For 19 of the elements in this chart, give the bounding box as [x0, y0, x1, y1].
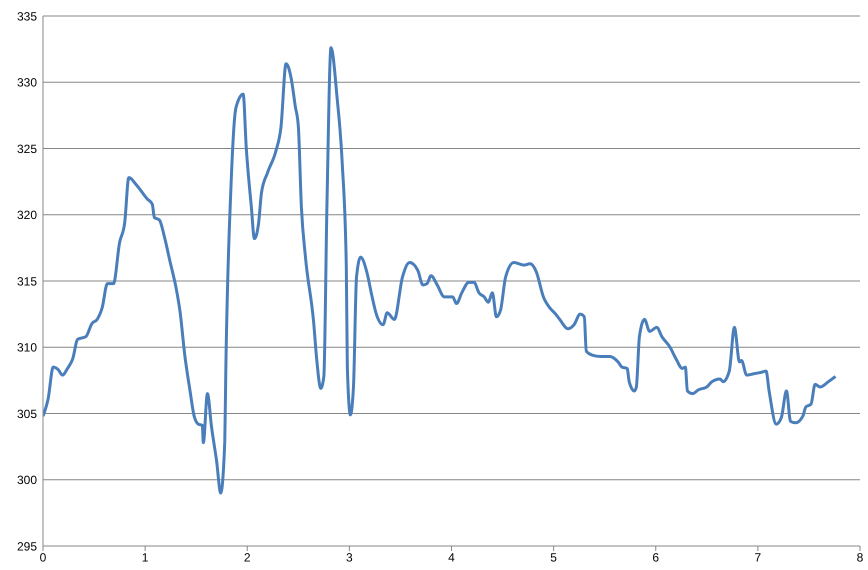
x-tick-label: 0: [40, 550, 47, 565]
x-tick-label: 7: [754, 550, 762, 565]
y-tick-label: 330: [16, 76, 38, 90]
y-tick-label: 320: [16, 208, 38, 222]
y-tick-label: 295: [16, 539, 38, 554]
x-tick-label: 8: [856, 550, 864, 565]
y-tick-label: 315: [16, 274, 38, 288]
y-tick-label: 300: [16, 473, 38, 488]
x-tick-label: 5: [550, 550, 558, 565]
x-tick-label: 1: [142, 550, 149, 565]
line-series: [43, 46, 837, 494]
y-tick-label: 325: [16, 142, 38, 156]
y-tick-label: 310: [16, 340, 38, 355]
y-tick-label: 305: [16, 406, 38, 421]
y-tick-label: 335: [16, 9, 38, 24]
x-tick-label: 3: [346, 550, 354, 565]
x-tick-label: 4: [448, 550, 456, 565]
x-tick-label: 2: [244, 550, 251, 565]
x-tick-label: 6: [652, 550, 660, 565]
